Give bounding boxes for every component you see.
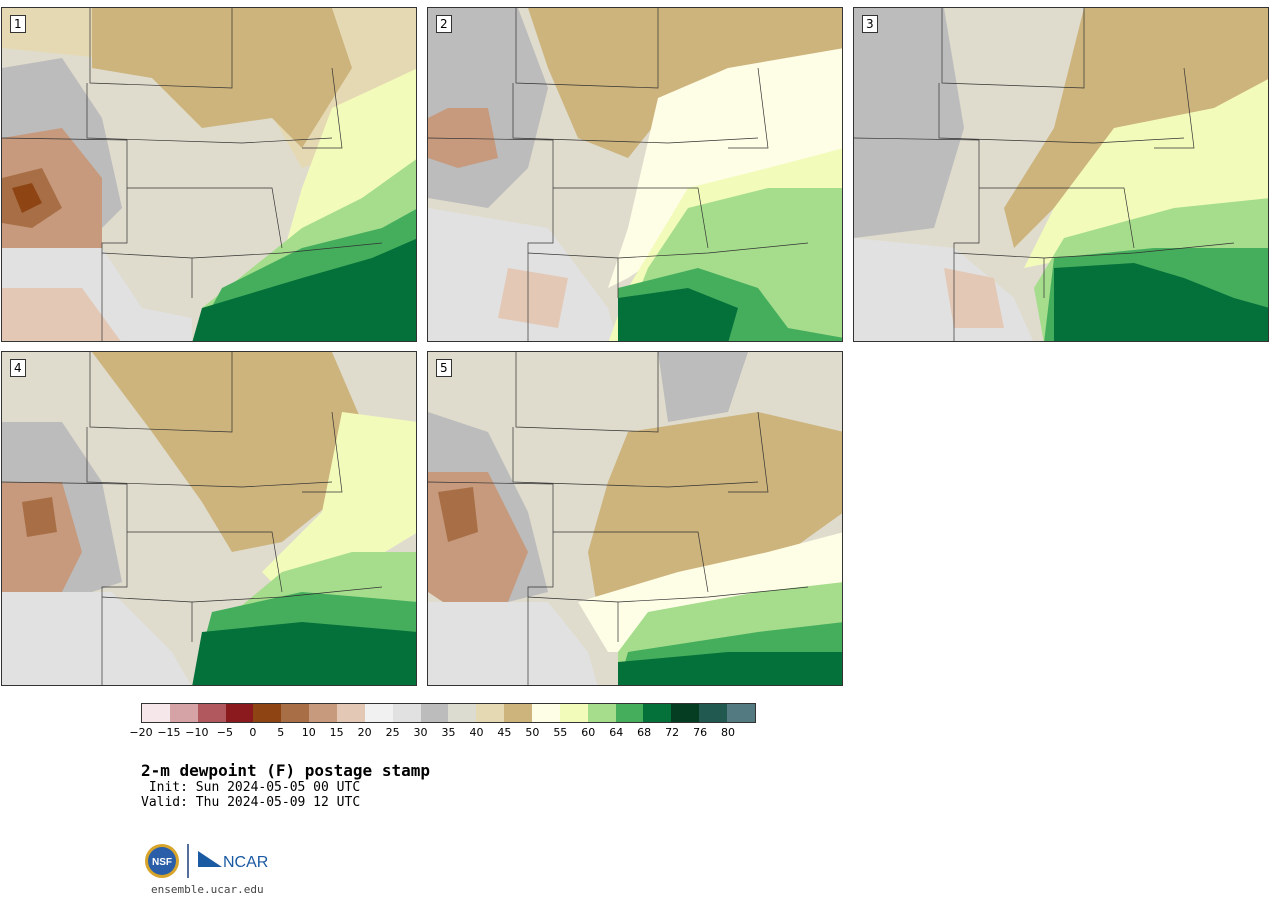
panel-label-1: 1: [10, 15, 26, 33]
colorbar-swatch: [615, 704, 644, 722]
colorbar-swatch: [197, 704, 226, 722]
dewpoint-map-5: [428, 352, 842, 685]
dewpoint-map-4: [2, 352, 416, 685]
colorbar-swatch: [448, 704, 477, 722]
map-panel-2: 2: [427, 7, 843, 342]
colorbar-swatch: [337, 704, 365, 722]
colorbar-tick-label: 72: [665, 726, 680, 739]
plot-title: 2-m dewpoint (F) postage stamp: [141, 761, 430, 780]
colorbar-swatch: [142, 704, 170, 722]
colorbar-swatch: [309, 704, 338, 722]
colorbar-tick-label: 80: [721, 726, 736, 739]
colorbar-tick-label: 45: [497, 726, 512, 739]
panel-label-5: 5: [436, 359, 452, 377]
map-panel-5: 5: [427, 351, 843, 686]
colorbar-swatch: [420, 704, 449, 722]
colorbar-swatch: [643, 704, 672, 722]
colorbar-swatch: [281, 704, 310, 722]
nsf-logo-icon: NSF: [145, 844, 179, 878]
site-url: ensemble.ucar.edu: [151, 883, 264, 896]
colorbar-tick-label: 0: [249, 726, 257, 739]
dewpoint-colorbar: [141, 703, 756, 723]
colorbar-swatch: [587, 704, 616, 722]
colorbar-tick-label: 50: [525, 726, 540, 739]
dewpoint-map-2: [428, 8, 842, 341]
panel-label-3: 3: [862, 15, 878, 33]
colorbar-tick-label: 15: [329, 726, 344, 739]
colorbar-tick-label: −15: [157, 726, 181, 739]
map-panel-4: 4: [1, 351, 417, 686]
colorbar-tick-label: −10: [185, 726, 209, 739]
map-panel-1: 1: [1, 7, 417, 342]
colorbar-tick-label: 35: [441, 726, 456, 739]
colorbar-tick-label: 20: [357, 726, 372, 739]
colorbar-swatch: [169, 704, 198, 722]
colorbar-tick-label: 40: [469, 726, 484, 739]
colorbar-swatch: [532, 704, 560, 722]
dewpoint-map-1: [2, 8, 416, 341]
dewpoint-map-3: [854, 8, 1268, 341]
colorbar-swatch: [504, 704, 533, 722]
colorbar-tick-label: 10: [301, 726, 316, 739]
svg-text:NCAR: NCAR: [223, 854, 268, 871]
colorbar-tick-label: 5: [277, 726, 285, 739]
colorbar-swatch: [727, 704, 755, 722]
colorbar-tick-label: 68: [637, 726, 652, 739]
colorbar-tick-label: −5: [216, 726, 233, 739]
valid-time: Valid: Thu 2024-05-09 12 UTC: [141, 795, 361, 810]
colorbar-swatch: [253, 704, 282, 722]
panel-label-4: 4: [10, 359, 26, 377]
init-time: Init: Sun 2024-05-05 00 UTC: [141, 780, 361, 795]
nsf-ncar-logo: NSF NCAR: [144, 843, 274, 879]
colorbar-swatch: [699, 704, 728, 722]
colorbar-tick-label: −20: [129, 726, 153, 739]
colorbar-swatch: [364, 704, 393, 722]
colorbar-tick-labels: −20 −15 −10 −5 0 5 10 15 20 25 30 35 40 45 50 55 60 64 68 7…: [129, 726, 756, 740]
panel-label-2: 2: [436, 15, 452, 33]
colorbar-swatch: [225, 704, 254, 722]
colorbar-swatch: [476, 704, 505, 722]
colorbar-swatch: [559, 704, 588, 722]
colorbar-tick-label: 60: [581, 726, 596, 739]
ncar-logo-icon: NCAR: [198, 851, 268, 871]
colorbar-tick-label: 30: [413, 726, 428, 739]
map-panel-3: 3: [853, 7, 1269, 342]
colorbar-tick-label: 25: [385, 726, 400, 739]
colorbar-swatch: [392, 704, 421, 722]
colorbar-tick-label: 55: [553, 726, 568, 739]
svg-text:NSF: NSF: [152, 857, 172, 868]
colorbar-tick-label: 76: [693, 726, 708, 739]
colorbar-tick-label: 64: [609, 726, 624, 739]
colorbar-swatch: [671, 704, 700, 722]
